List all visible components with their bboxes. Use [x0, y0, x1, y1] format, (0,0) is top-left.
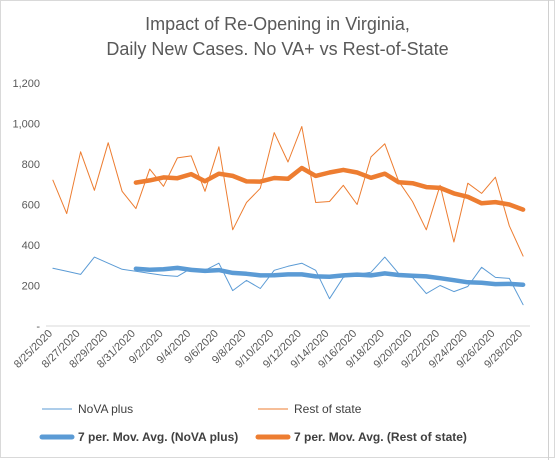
chart-title-block: Impact of Re-Opening in Virginia, Daily … — [0, 12, 555, 62]
chart-subtitle: Daily New Cases. No VA+ vs Rest-of-State — [106, 39, 449, 59]
series-line-3 — [133, 265, 526, 287]
legend-entry: Rest of state — [294, 402, 362, 416]
x-axis-tick-labels: 8/25/20208/27/20208/29/20208/31/20209/2/… — [12, 328, 525, 371]
legend-entry: 7 per. Mov. Avg. (NoVA plus) — [78, 430, 238, 444]
legend-entry: NoVA plus — [78, 402, 133, 416]
series-line-4 — [133, 165, 526, 212]
y-tick-label: - — [36, 321, 40, 333]
spreadsheet-gridline — [548, 0, 549, 460]
y-tick-label: 200 — [22, 281, 40, 293]
series-line-2 — [52, 126, 524, 257]
y-tick-label: 800 — [22, 159, 40, 171]
legend-entry: 7 per. Mov. Avg. (Rest of state) — [294, 430, 467, 444]
y-tick-label: 600 — [22, 200, 40, 212]
legend: NoVA plus Rest of state 7 per. Mov. Avg. (… — [39, 402, 467, 444]
y-tick-label: 1,000 — [12, 119, 40, 131]
y-axis-tick-labels: - 200 400 600 800 1,000 1,200 — [12, 78, 40, 333]
y-tick-label: 400 — [22, 240, 40, 252]
chart-title: Impact of Re-Opening in Virginia, — [145, 14, 410, 34]
y-tick-label: 1,200 — [12, 78, 40, 90]
series-lines — [52, 126, 526, 306]
series-line-1 — [52, 256, 524, 306]
